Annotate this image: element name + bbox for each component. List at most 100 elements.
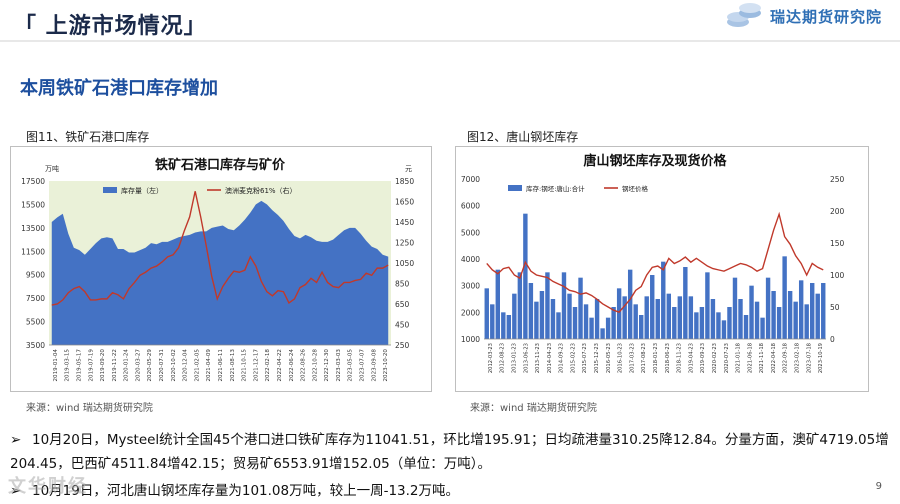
x-tick-label: 2018-01-23 — [653, 343, 659, 373]
inventory-bar — [743, 315, 749, 339]
left-tick-label: 5000 — [461, 228, 480, 237]
x-tick-label: 2022-12-30 — [324, 349, 330, 382]
inventory-area — [51, 200, 389, 345]
source-right: 来源：wind 瑞达期货研究院 — [470, 403, 597, 414]
x-tick-label: 2018-06-23 — [665, 343, 671, 373]
x-tick-label: 2020-10-02 — [171, 349, 177, 382]
x-tick-label: 2013-06-23 — [523, 343, 529, 373]
inventory-bar — [567, 293, 572, 339]
legend-label: 库存量（左） — [121, 186, 163, 195]
inventory-bar — [771, 291, 776, 339]
inventory-bar — [545, 272, 550, 339]
inventory-bar — [583, 304, 589, 339]
x-tick-label: 2020-02-23 — [712, 343, 718, 373]
x-tick-label: 2022-10-28 — [312, 349, 318, 382]
right-tick-label: 150 — [830, 239, 845, 248]
x-tick-label: 2019-01-04 — [53, 349, 59, 382]
right-tick-label: 1050 — [395, 259, 414, 268]
inventory-bar — [727, 307, 732, 339]
x-tick-label: 2019-11-22 — [112, 349, 118, 382]
inventory-bar — [798, 280, 804, 339]
x-tick-label: 2022-06-24 — [289, 349, 295, 382]
inventory-bar — [793, 301, 798, 339]
left-tick-label: 7500 — [26, 294, 45, 303]
inventory-bar — [539, 291, 545, 339]
inventory-bar — [749, 285, 754, 339]
right-axis-unit: 元 — [405, 165, 412, 173]
coins-icon — [726, 3, 761, 27]
x-tick-label: 2017-08-23 — [641, 343, 647, 373]
inventory-bar — [633, 304, 638, 339]
x-tick-label: 2013-11-23 — [535, 343, 541, 373]
brand-name: 瑞达期货研究院 — [769, 7, 882, 26]
inventory-bar — [517, 272, 523, 339]
chart-title: 铁矿石港口库存与矿价 — [154, 157, 286, 173]
tangshan-billet-chart: 唐山钢坯库存及现货价格70006000500040003000200010002… — [461, 153, 845, 373]
x-tick-label: 2023-10-19 — [818, 343, 824, 373]
inventory-bar — [556, 312, 561, 339]
right-tick-label: 200 — [830, 207, 845, 216]
source-left: 来源：wind 瑞达期货研究院 — [26, 403, 153, 414]
x-tick-label: 2021-12-17 — [253, 349, 259, 382]
inventory-bar — [550, 299, 556, 339]
inventory-bar — [490, 304, 495, 339]
inventory-bar — [716, 312, 721, 339]
inventory-bar — [710, 299, 716, 339]
chart-frame-right: 唐山钢坯库存及现货价格 7000 6000 5000 4000 3000 2000 1000 2… — [455, 146, 869, 392]
left-tick-label: 5500 — [26, 318, 45, 327]
right-tick-label: 1650 — [395, 198, 414, 207]
inventory-bar — [705, 272, 710, 339]
right-tick-label: 50 — [830, 303, 840, 312]
inventory-bar — [760, 317, 765, 339]
legend-label: 澳洲麦克粉61%（右） — [225, 186, 297, 195]
x-tick-label: 2021-04-09 — [206, 349, 212, 382]
inventory-bar — [661, 261, 666, 339]
x-tick-label: 2020-12-04 — [183, 349, 189, 382]
inventory-bar — [677, 296, 683, 339]
inventory-bar — [639, 315, 644, 339]
inventory-bar — [754, 301, 760, 339]
inventory-bar — [528, 283, 534, 339]
x-tick-label: 2019-09-20 — [100, 349, 106, 382]
left-tick-label: 4000 — [461, 255, 480, 264]
x-tick-label: 2022-02-18 — [265, 349, 271, 382]
x-tick-label: 2021-08-13 — [230, 349, 236, 382]
x-tick-label: 2014-04-23 — [547, 343, 553, 373]
slide-heading: 本周铁矿石港口库存增加 — [20, 78, 218, 99]
x-tick-label: 2016-10-23 — [618, 343, 624, 373]
bullet-1-text: 10月20日，Mysteel统计全国45个港口进口铁矿库存为11041.51，环… — [10, 432, 889, 472]
inventory-bar — [512, 293, 517, 339]
iron-ore-inventory-chart: 铁矿石港口库存与矿价 万吨 元 17500 15500 13500 11500 9500 750… — [21, 157, 414, 382]
inventory-bar — [616, 288, 622, 339]
x-tick-label: 2015-07-23 — [582, 343, 588, 373]
inventory-bar — [821, 283, 826, 339]
x-tick-label: 2019-03-15 — [65, 349, 71, 382]
x-tick-label: 2019-05-17 — [76, 349, 82, 382]
right-tick-label: 650 — [395, 300, 410, 309]
figure-label-right: 图12、唐山钢坯库存 — [467, 130, 579, 144]
x-tick-label: 2019-07-19 — [88, 349, 94, 382]
inventory-bar — [765, 277, 771, 339]
inventory-bar — [776, 307, 782, 339]
left-tick-label: 6000 — [461, 202, 480, 211]
inventory-bar — [594, 299, 600, 339]
inventory-bar — [787, 291, 793, 339]
figure-label-left: 图11、铁矿石港口库存 — [26, 130, 150, 144]
bullet-2-text: 10月19日，河北唐山钢坯库存量为101.08万吨，较上一周-13.2万吨。 — [32, 483, 460, 499]
inventory-bar — [672, 307, 677, 339]
left-tick-label: 7000 — [461, 175, 480, 184]
right-tick-label: 250 — [395, 341, 410, 350]
legend-swatch-bar — [103, 187, 117, 193]
x-tick-label: 2019-04-23 — [688, 343, 694, 373]
inventory-bar — [561, 272, 567, 339]
chart-frame-left: 铁矿石港口库存与矿价 万吨 元 17500 15500 13500 11500 9500 750… — [10, 146, 432, 392]
section-title: 「 上游市场情况」 — [14, 14, 207, 39]
legend-label: 钢坯价格 — [622, 184, 649, 193]
inventory-bar — [600, 328, 605, 339]
legend-swatch-bar — [508, 185, 522, 191]
inventory-bar — [732, 277, 738, 339]
x-tick-label: 2020-07-23 — [724, 343, 730, 373]
x-tick-label: 2020-05-29 — [147, 349, 153, 382]
x-tick-label: 2021-06-18 — [747, 343, 753, 373]
x-tick-label: 2022-08-26 — [301, 349, 307, 382]
